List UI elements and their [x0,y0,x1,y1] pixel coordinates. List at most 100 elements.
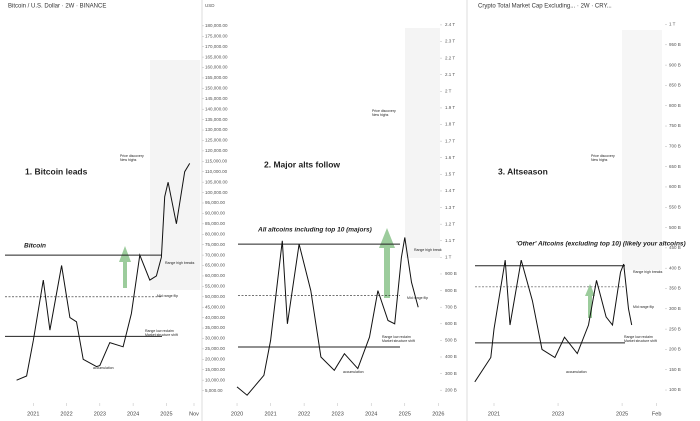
y-tick-label: 150,000.00 [205,86,228,91]
x-tick-label: 2022 [298,411,310,417]
annotation: Mid range flip [407,296,428,300]
y-tick-label: 500 B [669,225,681,230]
y-tick-label: 850 B [669,83,681,88]
y-tick-label: 120,000.00 [205,148,228,153]
projection-box [405,28,440,258]
y-tick-label: 300 B [445,371,457,376]
y-tick-label: 350 B [669,286,681,291]
y-tick-label: 500 B [445,338,457,343]
y-tick-label: 250 B [669,326,681,331]
y-tick-label: 65,000.00 [205,263,226,268]
y-tick-label: 155,000.00 [205,75,228,80]
projection-box [150,60,200,290]
y-tick-label: 1.3 T [445,205,455,210]
arrow [585,284,595,318]
y-tick-label: 30,000.00 [205,336,226,341]
y-tick-label: 400 B [669,265,681,270]
y-tick-label: 200 B [445,387,457,392]
y-tick-label: 700 B [669,144,681,149]
y-tick-label: 90,000.00 [205,211,226,216]
annotation: Range low reclaim [382,335,411,339]
y-tick-label: 550 B [669,204,681,209]
x-tick-label: 2024 [127,411,139,417]
x-tick-label: 2023 [94,411,106,417]
axis-unit: USD [205,3,215,8]
y-tick-label: 800 B [445,288,457,293]
annotation: Price discovery [372,109,396,113]
annotation: 1. Bitcoin leads [25,166,88,176]
y-tick-label: 80,000.00 [205,231,226,236]
y-tick-label: 1 T [669,22,676,27]
y-tick-label: 200 B [669,347,681,352]
annotation: All altcoins including top 10 (majors) [257,227,372,234]
y-tick-label: 150 B [669,367,681,372]
y-tick-label: 130,000.00 [205,127,228,132]
annotation: Mid range flip [633,305,654,309]
y-tick-label: 140,000.00 [205,106,228,111]
annotation: 'Other' Altcoins (excluding top 10) (lik… [516,241,686,248]
annotation: Range low reclaim [145,329,174,333]
annotation: New highs [120,158,137,162]
y-tick-label: 85,000.00 [205,221,226,226]
y-tick-label: 2.2 T [445,55,455,60]
y-tick-label: 1.9 T [445,105,455,110]
annotation: Market structure shift [624,339,657,343]
y-tick-label: 400 B [445,354,457,359]
y-tick-label: 175,000.00 [205,33,228,38]
y-tick-label: 600 B [669,184,681,189]
x-tick-label: 2025 [160,411,172,417]
y-tick-label: 95,000.00 [205,200,226,205]
x-tick-label: 2023 [552,411,564,417]
y-tick-label: 600 B [445,321,457,326]
annotation: accumulation [93,366,114,370]
y-tick-label: 1.6 T [445,155,455,160]
y-tick-label: 125,000.00 [205,138,228,143]
x-tick-label: 2021 [27,411,39,417]
y-tick-label: 45,000.00 [205,304,226,309]
projection-box [622,30,662,270]
annotation: Range high break [414,248,442,252]
x-tick-label: 2026 [432,411,444,417]
y-tick-label: 100 B [669,387,681,392]
y-tick-label: 10,000.00 [205,377,226,382]
annotation: Range high breaks [165,261,195,265]
panel-title: Crypto Total Market Cap Excluding... · 2… [478,4,612,10]
y-tick-label: 5,000.00 [205,388,223,393]
price-line [236,237,419,396]
y-tick-label: 1.4 T [445,188,455,193]
y-tick-label: 100,000.00 [205,190,228,195]
y-tick-label: 750 B [669,123,681,128]
y-tick-label: 2.1 T [445,72,455,77]
arrow [379,228,395,298]
y-tick-label: 1.7 T [445,138,455,143]
annotation: Market structure shift [145,333,178,337]
y-tick-label: 170,000.00 [205,44,228,49]
y-tick-label: 50,000.00 [205,294,226,299]
x-tick-label: Nov [189,411,199,417]
annotation: Range low reclaim [624,335,653,339]
y-tick-label: 35,000.00 [205,325,226,330]
y-tick-label: 180,000.00 [205,23,228,28]
annotation: Price discovery [591,154,615,158]
y-tick-label: 15,000.00 [205,367,226,372]
x-tick-label: 2022 [60,411,72,417]
y-tick-label: 2.3 T [445,39,455,44]
y-tick-label: 1.8 T [445,122,455,127]
y-tick-label: 75,000.00 [205,242,226,247]
y-tick-label: 40,000.00 [205,315,226,320]
arrow [119,246,131,288]
y-tick-label: 145,000.00 [205,96,228,101]
annotation: Market structure shift [382,339,415,343]
y-tick-label: 900 B [445,271,457,276]
y-tick-label: 450 B [669,245,681,250]
annotation: Mid range flip [157,294,178,298]
y-tick-label: 1 T [445,255,452,260]
annotation: 2. Major alts follow [264,159,340,169]
y-tick-label: 650 B [669,164,681,169]
x-tick-label: 2020 [231,411,243,417]
y-tick-label: 70,000.00 [205,252,226,257]
annotation: Bitcoin [24,243,46,250]
y-tick-label: 105,000.00 [205,179,228,184]
y-tick-label: 110,000.00 [205,169,228,174]
